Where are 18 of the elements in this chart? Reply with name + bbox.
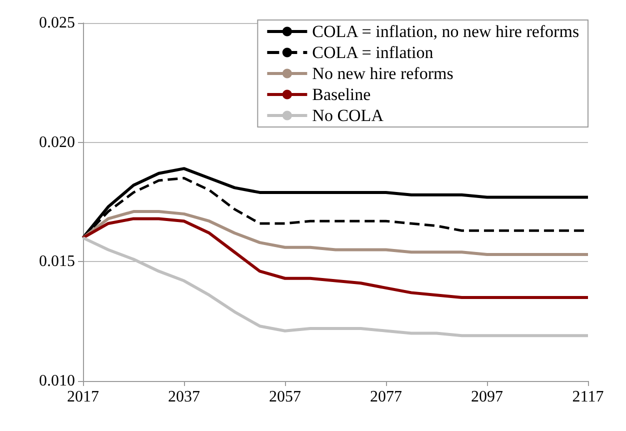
x-tick-label: 2077 — [370, 388, 402, 406]
x-tick-label: 2017 — [67, 388, 99, 406]
legend-label: COLA = inflation — [312, 43, 434, 62]
x-tick-label: 2117 — [572, 388, 604, 406]
y-tick-label: 0.010 — [39, 372, 75, 390]
legend-label: COLA = inflation, no new hire reforms — [312, 22, 580, 41]
y-tick-label: 0.015 — [39, 253, 75, 270]
x-tick-label: 2057 — [269, 388, 301, 406]
line-series — [82, 236, 590, 338]
y-tick-label: 0.020 — [39, 134, 75, 151]
legend-label: No new hire reforms — [312, 64, 454, 83]
line-series — [82, 217, 590, 299]
x-tick-label: 2037 — [168, 388, 200, 406]
line-series — [82, 210, 590, 256]
y-tick-label: 0.025 — [39, 14, 75, 32]
x-tick-label: 2097 — [471, 388, 503, 406]
legend-label: Baseline — [312, 85, 371, 104]
legend-label: No COLA — [312, 106, 384, 125]
